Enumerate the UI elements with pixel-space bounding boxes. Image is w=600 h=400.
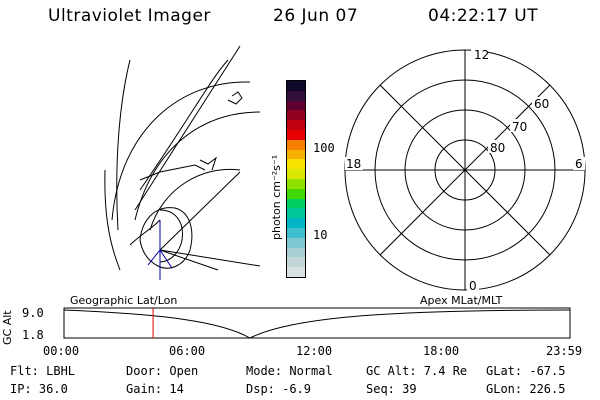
limb-arc xyxy=(116,59,131,231)
geographic-map xyxy=(104,45,260,280)
timeline-y-tick-top: 9.0 xyxy=(22,306,44,320)
color-scale-segment xyxy=(287,159,305,170)
color-scale-segment xyxy=(287,120,305,131)
lon-line xyxy=(139,59,229,191)
color-scale-segment xyxy=(287,267,305,277)
timeline-y-label: GC Alt xyxy=(1,310,14,345)
timeline-x-tick: 18:00 xyxy=(423,344,460,358)
colorbar-tick-100: 100 xyxy=(313,141,335,155)
info-filter: Flt: LBHL xyxy=(10,364,76,378)
lon-line xyxy=(159,249,260,267)
lon-line xyxy=(159,171,241,251)
terminator-curve xyxy=(159,209,183,263)
spacecraft-track xyxy=(147,249,161,266)
colorbar-tick-10: 10 xyxy=(313,228,328,242)
timeline-left-title: Geographic Lat/Lon xyxy=(70,294,178,307)
time-label: 04:22:17 UT xyxy=(428,6,539,26)
info-gc-alt: GC Alt: 7.4 Re xyxy=(366,364,468,378)
color-scale-segment xyxy=(287,130,305,140)
lat-arc xyxy=(111,81,251,221)
color-scale-bar xyxy=(286,80,306,278)
lon-line xyxy=(159,249,219,271)
info-glon: GLon: 226.5 xyxy=(486,382,566,396)
color-scale-segment xyxy=(287,198,305,209)
timeline-y-tick-bottom: 1.8 xyxy=(22,328,44,342)
timeline-x-tick: 23:59 xyxy=(546,344,583,358)
ring-label-70: 70 xyxy=(512,120,527,134)
color-scale-segment xyxy=(287,149,305,160)
info-glat: GLat: -67.5 xyxy=(486,364,566,378)
color-scale-segment xyxy=(287,110,305,121)
instrument-title: Ultraviolet Imager xyxy=(48,6,211,26)
coastline xyxy=(227,91,243,105)
polar-mlt-plot: 12 0 18 6 60 70 80 xyxy=(344,47,586,293)
limb-arc xyxy=(104,169,121,271)
info-ip: IP: 36.0 xyxy=(10,382,68,396)
timeline-x-tick: 06:00 xyxy=(169,344,206,358)
color-scale-segment xyxy=(287,208,305,219)
color-scale-segment xyxy=(287,247,305,258)
color-scale-segment xyxy=(287,169,305,180)
color-scale-segment xyxy=(287,237,305,248)
timeline-plot xyxy=(63,307,571,339)
color-scale-segment xyxy=(287,218,305,229)
info-door: Door: Open xyxy=(126,364,199,378)
coastline xyxy=(129,219,161,246)
spacecraft-track xyxy=(159,249,173,269)
coastline xyxy=(139,164,206,181)
antarctica-outline xyxy=(139,207,193,269)
polar-diagonal xyxy=(379,84,551,256)
color-scale-segment xyxy=(287,100,305,111)
color-scale-segment xyxy=(287,257,305,268)
lat-arc xyxy=(134,111,260,221)
polar-label-right: 6 xyxy=(575,157,583,171)
color-scale-segment xyxy=(287,179,305,189)
color-scale-segment xyxy=(287,139,305,150)
color-scale-segment xyxy=(287,81,305,91)
info-dsp: Dsp: -6.9 xyxy=(246,382,312,396)
color-scale-segment xyxy=(287,90,305,101)
color-scale-segment xyxy=(287,188,305,199)
coastline xyxy=(199,156,217,171)
polar-label-top: 12 xyxy=(474,48,489,62)
lat-arc xyxy=(149,168,241,231)
ring-label-80: 80 xyxy=(490,141,505,155)
info-seq: Seq: 39 xyxy=(366,382,417,396)
ring-label-60: 60 xyxy=(534,97,549,111)
color-scale-segment xyxy=(287,228,305,238)
altitude-curve xyxy=(63,309,571,339)
info-mode: Mode: Normal xyxy=(246,364,333,378)
colorbar-unit-label: photon cm⁻²s⁻¹ xyxy=(270,154,283,240)
timeline-x-tick: 00:00 xyxy=(43,344,80,358)
info-gain: Gain: 14 xyxy=(126,382,184,396)
polar-label-bottom: 0 xyxy=(469,279,477,293)
timeline-x-tick: 12:00 xyxy=(296,344,333,358)
lon-line xyxy=(134,45,241,211)
timeline-right-title: Apex MLat/MLT xyxy=(420,294,503,307)
date-label: 26 Jun 07 xyxy=(273,6,359,26)
polar-label-left: 18 xyxy=(346,157,361,171)
